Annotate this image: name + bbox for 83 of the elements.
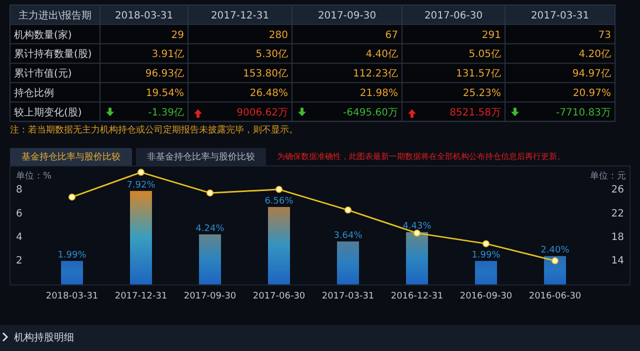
y-tick-label: 8	[16, 184, 22, 196]
y-tick-label: 6	[16, 208, 22, 220]
text: 4.20亿	[578, 49, 611, 60]
text: 26.48%	[250, 88, 288, 100]
text: -1.39亿	[148, 107, 184, 118]
text: 主力进出\报告期	[18, 9, 92, 22]
point	[68, 194, 76, 201]
bar	[199, 234, 221, 284]
text: 注：若当期数据无主力机构持仓或公司定期报告未披露完毕，则不显示。	[10, 124, 298, 136]
text: 9006.62万	[236, 107, 288, 118]
text: 累计市值(元)	[14, 68, 72, 80]
text: 累计持有数量(股)	[14, 48, 92, 60]
y2-tick-label: 26	[611, 184, 624, 196]
point	[276, 186, 282, 193]
text: 4.40亿	[366, 49, 398, 60]
x-tick-label: 2017-12-31	[114, 291, 168, 302]
y2-axis-title: 单位：元	[590, 170, 626, 182]
text: 280	[268, 30, 288, 41]
data-label: 2.40%	[540, 246, 570, 256]
text: 25.23%	[462, 88, 501, 100]
data-label: 6.56%	[264, 196, 294, 206]
text: 机构数量(家)	[14, 28, 72, 41]
text: 持仓比例	[14, 87, 54, 100]
text: 67	[385, 30, 398, 41]
y2-tick-label: 18	[611, 232, 624, 243]
text: 20.97%	[572, 88, 611, 100]
text: 21.98%	[360, 88, 398, 100]
text: 基金持仓比率与股价比较	[22, 151, 120, 162]
bar	[406, 232, 428, 284]
text: 2017-03-31	[530, 10, 590, 22]
text: 19.54%	[146, 88, 184, 100]
data-label: 4.43%	[402, 222, 432, 232]
x-tick-label: 2017-03-31	[322, 291, 374, 302]
text: 非基金持仓比率与股价比较	[147, 151, 255, 162]
text: 94.97亿	[572, 68, 611, 80]
text: 73	[598, 30, 611, 41]
y-tick-label: 2	[16, 256, 22, 267]
point	[206, 189, 214, 196]
y-axis-title: 单位：%	[16, 170, 52, 182]
text: 较上期变化(股)	[14, 106, 82, 118]
bar	[475, 260, 497, 284]
text: 131.57亿	[456, 68, 501, 80]
y2-tick-label: 22	[611, 208, 624, 220]
y-tick-label: 4	[16, 232, 22, 243]
text: 8521.58万	[450, 107, 501, 118]
text: 96.93亿	[145, 68, 184, 80]
point	[482, 240, 490, 248]
text: 153.80亿	[243, 68, 288, 80]
point	[414, 230, 420, 237]
x-tick-label: 2016-06-30	[528, 291, 582, 302]
text: -7710.83万	[556, 107, 611, 118]
text: 机构持股明细	[14, 332, 74, 344]
point	[138, 168, 144, 176]
x-tick-label: 2016-09-30	[460, 291, 512, 302]
data-label: 7.92%	[126, 180, 156, 190]
x-tick-label: 2017-09-30	[184, 291, 236, 302]
bar	[61, 260, 83, 284]
data-label: 1.99%	[472, 250, 501, 260]
bar	[337, 241, 359, 284]
bar	[130, 190, 152, 284]
text: -6495.60万	[343, 107, 398, 118]
text: 2018-03-31	[114, 10, 174, 22]
text: 2017-06-30	[424, 10, 483, 22]
data-label: 1.99%	[58, 250, 87, 260]
text: 291	[482, 30, 501, 41]
text: 112.23亿	[353, 68, 398, 80]
text: 5.30亿	[256, 49, 288, 60]
text: 为确保数据准确性，此图表最新一期数据将在全部机构公布持仓信息后再行更新。	[277, 152, 565, 162]
text: 2017-12-31	[210, 10, 270, 22]
bar	[268, 206, 290, 284]
y2-tick-label: 14	[611, 256, 624, 267]
text: 29	[171, 30, 184, 41]
data-label: 4.24%	[196, 224, 225, 234]
text: 5.05亿	[468, 49, 501, 60]
text: 3.91亿	[152, 49, 184, 60]
bar	[544, 256, 566, 284]
x-tick-label: 2017-06-30	[252, 291, 306, 302]
data-label: 3.64%	[334, 230, 363, 241]
x-tick-label: 2018-03-31	[46, 291, 98, 302]
text: 2017-09-30	[318, 10, 376, 22]
point	[552, 257, 558, 264]
point	[344, 206, 352, 214]
x-tick-label: 2016-12-31	[390, 291, 444, 302]
